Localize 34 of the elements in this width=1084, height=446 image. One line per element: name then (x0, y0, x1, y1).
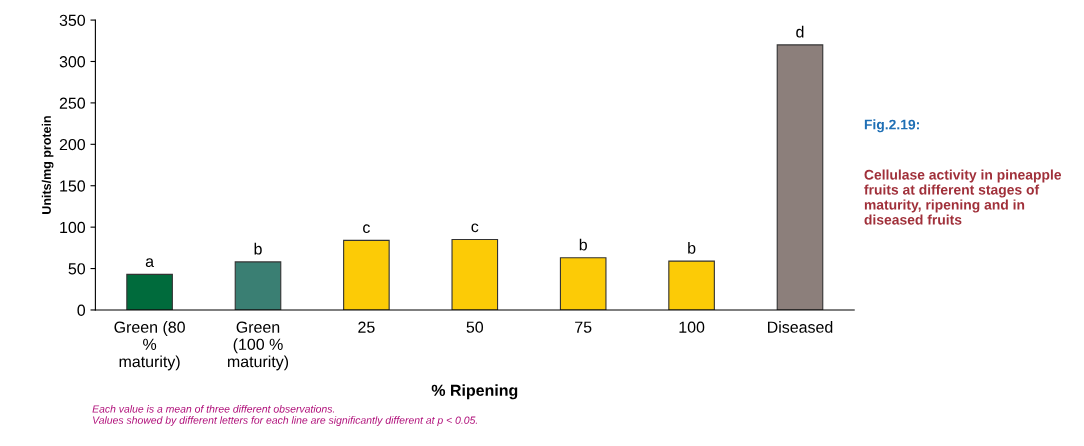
annotation: b (254, 242, 262, 255)
y-tick-label: 0 (77, 304, 86, 316)
x-tick-label: 75 (575, 321, 592, 333)
annotation: c (471, 223, 479, 233)
y-tick-label: 350 (59, 14, 86, 27)
annotation: a (145, 258, 155, 268)
x-tick-label: Green (80 % maturity) (114, 321, 185, 371)
y-tick-label: 100 (60, 221, 86, 234)
annotation: b (579, 238, 587, 251)
y-tick-label: 300 (59, 56, 86, 68)
annotation: d (796, 25, 804, 38)
bar (451, 239, 499, 310)
y-tick-label: 250 (59, 97, 86, 109)
bar (776, 44, 824, 310)
y-tick-label: 150 (60, 180, 86, 192)
y-axis-title: Units/mg protein (41, 116, 54, 214)
text: Each value is a mean of three different observations. Values showed by different letters for each line are significantly different at p < 0.05. (92, 405, 477, 426)
bar (126, 273, 173, 310)
x-tick-label: Diseased (768, 321, 833, 333)
x-axis-title: % Ripening (431, 384, 518, 400)
bar (668, 260, 715, 310)
y-tick-label: 50 (68, 263, 86, 275)
x-tick-label: 100 (679, 321, 705, 333)
text: Cellulase activity in pineapple fruits at different stages of maturity, ripening and in diseased fruits (864, 169, 1062, 225)
x-tick-label: 50 (466, 321, 484, 333)
y-tick-label: 200 (59, 138, 86, 151)
x-tick-label: Green (100 % maturity) (228, 321, 289, 371)
bar (234, 261, 282, 310)
x-tick-label: 25 (358, 321, 375, 333)
bar (559, 257, 607, 310)
annotation: b (688, 242, 696, 254)
text: Fig.2.19: (864, 119, 919, 133)
bar (343, 239, 390, 310)
annotation: c (363, 224, 370, 234)
